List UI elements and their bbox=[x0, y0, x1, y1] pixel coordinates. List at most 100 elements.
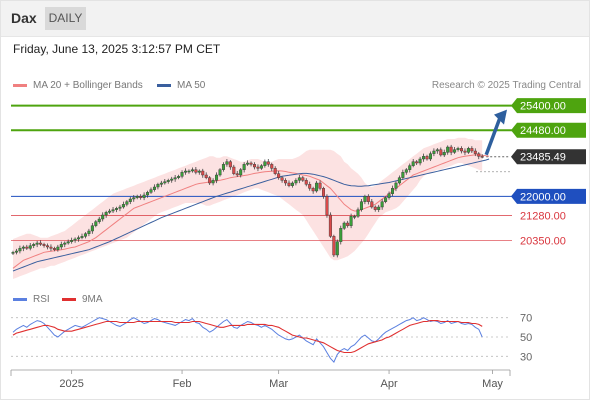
rsi-line bbox=[12, 317, 483, 364]
candle bbox=[408, 163, 412, 173]
time-axis: 2025FebMarAprMayJun bbox=[10, 369, 511, 390]
candle bbox=[401, 169, 405, 180]
candle bbox=[225, 159, 229, 167]
candle-body bbox=[149, 189, 153, 193]
level-label: 21280.00 bbox=[520, 211, 566, 223]
candle bbox=[370, 199, 374, 209]
candle-body bbox=[404, 169, 408, 173]
candle-body bbox=[204, 174, 208, 178]
level-label: 25400.00 bbox=[520, 101, 566, 113]
candle bbox=[111, 207, 115, 213]
candle-body bbox=[290, 182, 294, 186]
candle bbox=[290, 181, 294, 188]
candle bbox=[142, 192, 146, 201]
candle-body bbox=[270, 164, 274, 169]
top-bar: Dax DAILY bbox=[0, 0, 590, 37]
candle-body bbox=[308, 184, 312, 189]
candle bbox=[108, 208, 112, 214]
candle bbox=[32, 242, 36, 249]
candle bbox=[194, 167, 198, 175]
candle-body bbox=[460, 148, 464, 152]
candle bbox=[473, 148, 477, 157]
candle-body bbox=[146, 192, 150, 196]
candle-body bbox=[315, 182, 319, 192]
ma20-swatch bbox=[13, 83, 27, 87]
candle-body bbox=[411, 161, 415, 166]
candle-body bbox=[435, 149, 439, 152]
candle bbox=[322, 186, 326, 199]
level-label: 24480.00 bbox=[520, 125, 566, 137]
candle-body bbox=[201, 170, 205, 176]
candle-body bbox=[156, 184, 160, 188]
candle-body bbox=[277, 173, 281, 178]
candle bbox=[156, 182, 160, 190]
candle-body bbox=[125, 201, 129, 205]
candle bbox=[77, 235, 81, 242]
candle-body bbox=[408, 165, 412, 170]
candle-body bbox=[439, 149, 443, 156]
candle-body bbox=[432, 150, 436, 154]
candle bbox=[325, 194, 329, 218]
candle bbox=[104, 210, 108, 218]
research-credit: Research © 2025 Trading Central bbox=[431, 80, 581, 91]
candle bbox=[90, 223, 94, 234]
candle bbox=[353, 214, 357, 220]
level-tag-bg bbox=[511, 188, 586, 204]
candle bbox=[480, 154, 484, 159]
candle bbox=[422, 153, 426, 162]
candle bbox=[228, 160, 232, 170]
candle-body bbox=[39, 242, 43, 245]
candle-body bbox=[266, 161, 270, 165]
candle-body bbox=[87, 230, 91, 234]
candle-body bbox=[139, 196, 143, 198]
candle-body bbox=[25, 246, 29, 249]
candle-body bbox=[97, 218, 101, 222]
candle-body bbox=[49, 246, 53, 249]
ma20-legend-label: MA 20 + Bollinger Bands bbox=[33, 80, 143, 91]
candle bbox=[159, 180, 163, 188]
candle-body bbox=[349, 216, 353, 226]
rsi-legend-label: RSI bbox=[33, 294, 50, 305]
candle-body bbox=[94, 221, 98, 226]
candle bbox=[18, 245, 22, 254]
candle bbox=[339, 225, 343, 245]
candle-body bbox=[394, 182, 398, 189]
candle bbox=[201, 168, 205, 178]
candle-body bbox=[59, 244, 63, 248]
rsi-ma-line bbox=[12, 320, 483, 354]
time-tick-label: Feb bbox=[173, 378, 192, 390]
level-tag-bg bbox=[511, 149, 586, 165]
candle-body bbox=[56, 246, 60, 250]
candle bbox=[97, 216, 101, 224]
candle bbox=[332, 234, 336, 257]
candle-body bbox=[135, 196, 139, 198]
candle bbox=[87, 228, 91, 237]
candle bbox=[146, 190, 150, 198]
candle bbox=[249, 161, 253, 167]
candle bbox=[460, 146, 464, 154]
candle bbox=[318, 180, 322, 191]
candle-body bbox=[422, 156, 426, 160]
candle-body bbox=[391, 188, 395, 194]
candle-body bbox=[218, 169, 222, 176]
candle bbox=[359, 199, 363, 212]
candle-body bbox=[142, 194, 146, 198]
candle-body bbox=[70, 240, 74, 242]
candle-body bbox=[463, 150, 467, 153]
level-tag-bg bbox=[511, 98, 586, 114]
candle-body bbox=[318, 182, 322, 189]
candle bbox=[259, 164, 263, 170]
candle-body bbox=[83, 233, 87, 237]
candle-body bbox=[21, 246, 25, 249]
candle-body bbox=[328, 214, 332, 237]
candle bbox=[463, 148, 467, 156]
candle bbox=[49, 244, 53, 252]
candle-body bbox=[256, 166, 260, 169]
candle bbox=[366, 194, 370, 205]
candle bbox=[297, 175, 301, 184]
candle bbox=[42, 242, 46, 248]
period-button[interactable]: DAILY bbox=[45, 7, 86, 30]
candle-body bbox=[473, 150, 477, 154]
candle bbox=[256, 164, 260, 172]
